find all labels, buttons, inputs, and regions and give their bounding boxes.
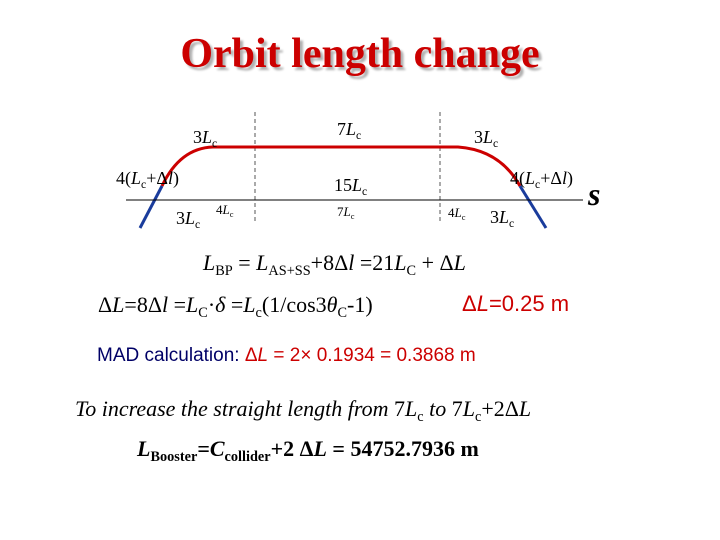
label-right-mid: 4(Lc+Δl)	[510, 168, 573, 192]
page-title: Orbit length change	[180, 31, 540, 77]
label-left-mid: 4(Lc+Δl)	[116, 168, 179, 192]
mad-calculation: MAD calculation: ΔL = 2× 0.1934 = 0.3868…	[97, 345, 476, 366]
equation-delta-l: ΔL=8Δl =LC·δ =Lc(1/cos3θC-1)	[98, 292, 373, 321]
label-bottom-right-b: 3Lc	[490, 207, 515, 231]
label-bottom-left-b: 4Lc	[216, 202, 234, 219]
equation-lbp: LBP = LAS+SS+8Δl =21LC + ΔL	[203, 250, 466, 279]
equation-booster: LBooster=Ccollider+2 ΔL = 54752.7936 m	[137, 436, 479, 465]
left-leg	[138, 185, 164, 229]
label-bottom-right-a: 4Lc	[448, 205, 466, 222]
label-center-low: 7Lc	[337, 204, 355, 221]
label-top-center: 7Lc	[337, 119, 362, 143]
right-leg	[518, 185, 548, 229]
label-center-mid: 15Lc	[334, 175, 368, 199]
label-top-right: 3Lc	[474, 127, 499, 151]
orbit-curve	[160, 145, 522, 187]
axis-label-s: s	[588, 176, 601, 212]
equation-delta-l-result: ΔL=0.25 m	[462, 291, 570, 316]
label-top-left: 3Lc	[193, 127, 218, 151]
note-straight-length: To increase the straight length from 7Lc…	[75, 396, 532, 425]
label-bottom-left-a: 3Lc	[176, 208, 201, 232]
